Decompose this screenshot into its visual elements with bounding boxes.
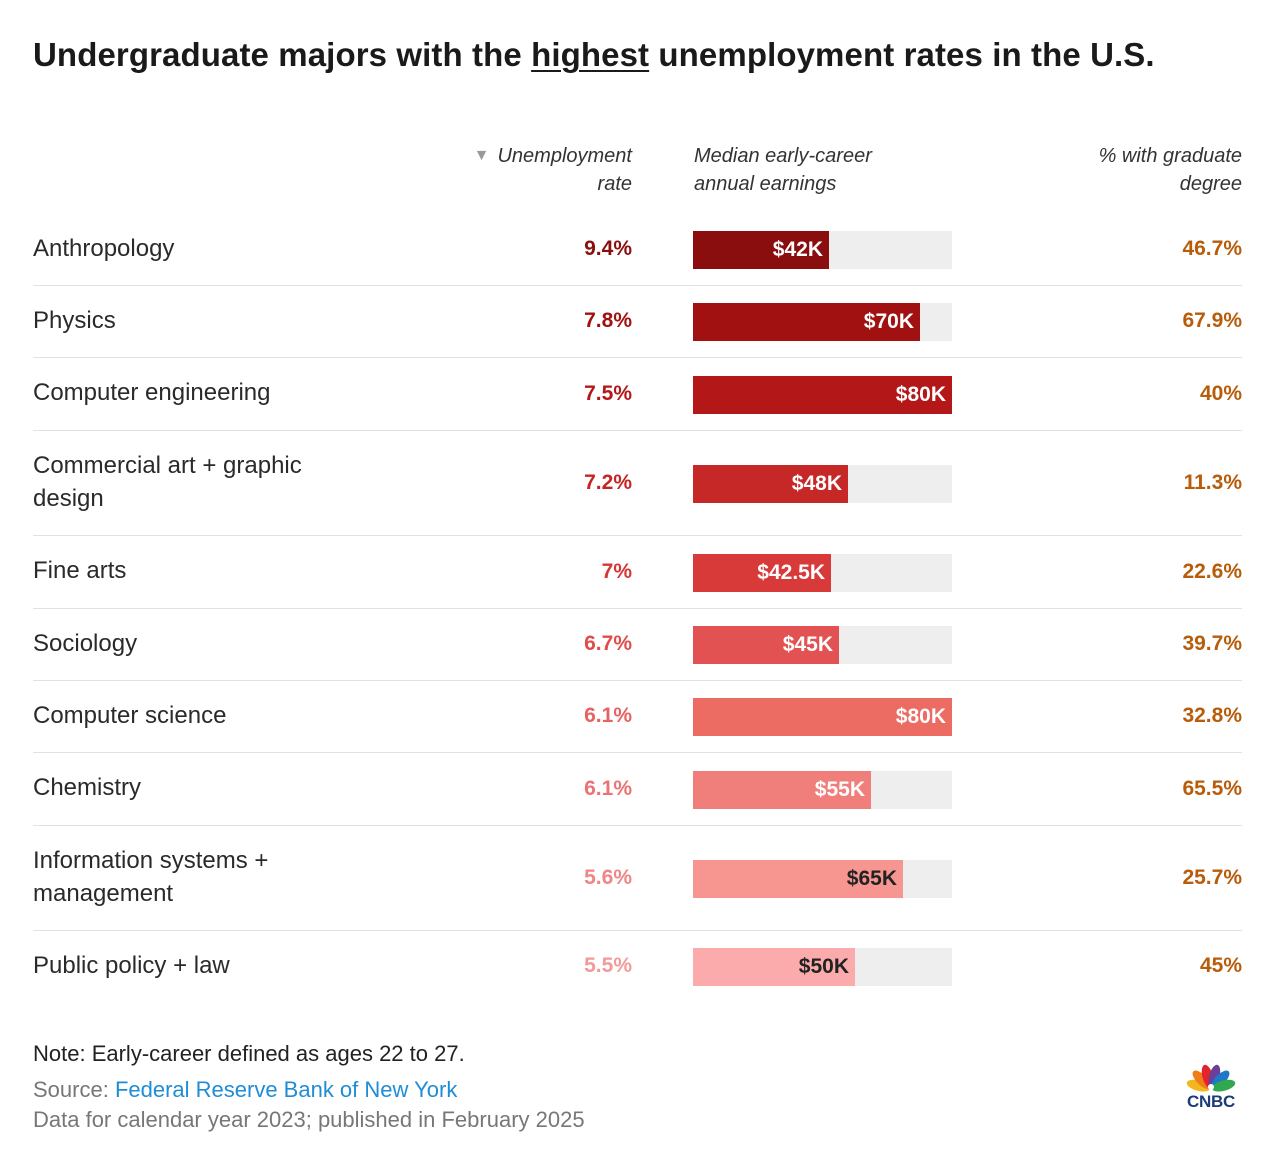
header-grad-line2: degree [1179, 173, 1242, 195]
source-link[interactable]: Federal Reserve Bank of New York [114, 1077, 458, 1102]
earnings-bar-track: $42.5K [693, 553, 952, 592]
earnings-bar-track: $65K [693, 859, 952, 898]
earnings-bar-track: $48K [693, 464, 952, 503]
table-row: Computer science 6.1% $80K 32.8% [33, 681, 1242, 753]
earnings-label: $65K [846, 866, 897, 890]
table-row: Physics 7.8% $70K 67.9% [33, 286, 1242, 358]
major-name: Information systems + management [33, 846, 269, 907]
title-part-after: unemployment rates in the U.S. [649, 36, 1155, 73]
table-row: Fine arts 7% $42.5K 22.6% [33, 536, 1242, 609]
major-name: Computer science [33, 701, 227, 729]
publication-note: Data for calendar year 2023; published i… [33, 1107, 585, 1132]
footnote: Note: Early-career defined as ages 22 to… [33, 1041, 465, 1066]
table-row: Anthropology 9.4% $42K 46.7% [33, 214, 1242, 286]
earnings-bar: $48K [693, 464, 848, 503]
earnings-label: $45K [782, 633, 833, 656]
earnings-label: $42.5K [757, 560, 825, 584]
header-earnings-line1: Median early-career [694, 145, 872, 167]
earnings-bar: $80K [693, 698, 952, 736]
graduate-degree-pct: 39.7% [1182, 632, 1242, 655]
earnings-bar: $80K [693, 375, 952, 414]
table-row: Commercial art + graphic design 7.2% $48K 1… [33, 431, 1242, 536]
major-name: Physics [33, 306, 116, 334]
graduate-degree-pct: 32.8% [1182, 704, 1242, 727]
unemployment-rate: 9.4% [584, 237, 632, 260]
chart-title: Undergraduate majors with the highest un… [33, 36, 1155, 74]
major-name: Commercial art + graphic design [33, 451, 302, 512]
earnings-bar: $42K [693, 231, 829, 269]
major-name: Fine arts [33, 557, 127, 584]
graduate-degree-pct: 67.9% [1182, 309, 1242, 332]
earnings-bar: $42.5K [693, 553, 831, 592]
earnings-bar-track: $45K [693, 626, 952, 664]
graduate-degree-pct: 25.7% [1182, 865, 1242, 889]
table-row: Chemistry 6.1% $55K 65.5% [33, 753, 1242, 826]
unemployment-rate: 6.1% [584, 704, 632, 727]
graduate-degree-pct: 45% [1199, 954, 1242, 977]
logo-text: CNBC [1187, 1092, 1235, 1111]
earnings-label: $70K [863, 310, 914, 333]
header-unemployment[interactable]: ▼ Unemployment rate [440, 142, 632, 198]
earnings-label: $42K [772, 238, 823, 261]
major-name: Sociology [33, 629, 138, 657]
header-unemployment-line1: Unemployment [497, 145, 632, 167]
earnings-bar: $70K [693, 303, 920, 341]
source-prefix: Source: [33, 1077, 115, 1102]
earnings-bar-track: $80K [693, 375, 952, 414]
unemployment-rate: 6.7% [584, 632, 632, 655]
graduate-degree-pct: 11.3% [1183, 470, 1242, 494]
table-row: Sociology 6.7% $45K 39.7% [33, 609, 1242, 681]
cnbc-logo: CNBC [1176, 1058, 1246, 1114]
graduate-degree-pct: 65.5% [1182, 776, 1242, 800]
title-part-before: Undergraduate majors with the [33, 36, 532, 73]
unemployment-rate: 7.8% [584, 309, 632, 332]
header-earnings-line2: annual earnings [694, 173, 837, 195]
unemployment-rate: 6.1% [584, 776, 632, 800]
earnings-bar-track: $42K [693, 231, 952, 269]
unemployment-rate: 7% [601, 559, 632, 583]
earnings-bar: $50K [693, 948, 855, 986]
earnings-bar: $65K [693, 859, 903, 898]
earnings-label: $80K [895, 705, 946, 728]
unemployment-rate: 5.5% [584, 954, 632, 977]
earnings-label: $50K [798, 955, 849, 978]
table-row: Public policy + law 5.5% $50K 45% [33, 931, 1242, 1002]
earnings-bar-track: $55K [693, 770, 952, 809]
title-highlight: highest [531, 36, 650, 73]
major-name: Computer engineering [33, 379, 271, 406]
earnings-bar-track: $70K [693, 303, 952, 341]
unemployment-rate: 7.5% [584, 381, 632, 405]
graduate-degree-pct: 22.6% [1182, 559, 1242, 583]
earnings-label: $80K [895, 382, 946, 406]
earnings-label: $48K [791, 471, 842, 495]
earnings-label: $55K [814, 777, 865, 801]
table-row: Computer engineering 7.5% $80K 40% [33, 358, 1242, 431]
major-name: Anthropology [33, 234, 175, 262]
unemployment-rate: 7.2% [584, 470, 632, 494]
major-name: Chemistry [33, 774, 142, 801]
earnings-bar: $45K [693, 626, 839, 664]
earnings-bar-track: $50K [693, 948, 952, 986]
header-earnings: Median early-career annual earnings [694, 142, 944, 198]
header-graduate-degree: % with graduate degree [1042, 142, 1242, 198]
graduate-degree-pct: 46.7% [1182, 237, 1242, 260]
header-grad-line1: % with graduate [1098, 145, 1242, 167]
source-line: Source: Federal Reserve Bank of New York [33, 1077, 457, 1103]
header-unemployment-line2: rate [597, 173, 632, 195]
peacock-icon [1186, 1064, 1236, 1092]
earnings-bar-track: $80K [693, 698, 952, 736]
earnings-bar: $55K [693, 770, 871, 809]
table-row: Information systems + management 5.6% $65K… [33, 826, 1242, 931]
graduate-degree-pct: 40% [1199, 381, 1242, 405]
unemployment-rate: 5.6% [584, 865, 632, 889]
sort-desc-icon[interactable]: ▼ [473, 147, 490, 164]
major-name: Public policy + law [33, 951, 230, 979]
